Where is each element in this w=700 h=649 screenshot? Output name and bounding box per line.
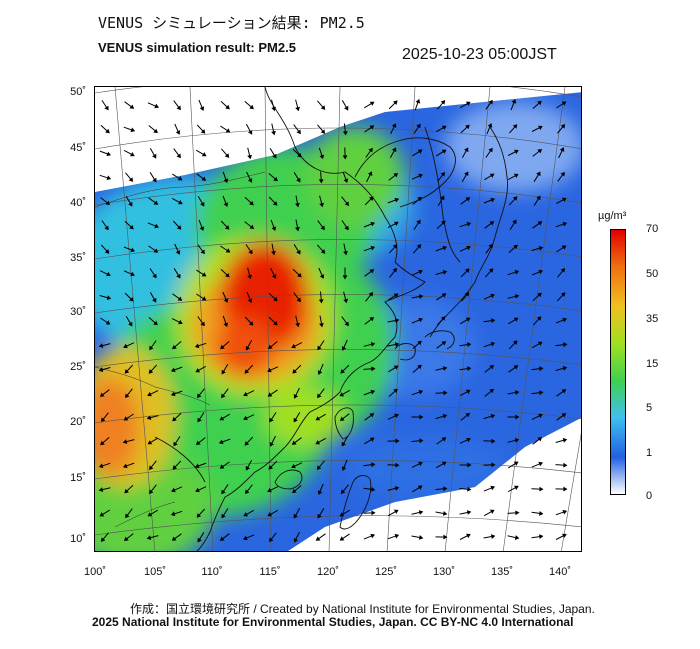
graticule <box>95 87 581 551</box>
lat-label: 10˚ <box>70 533 86 545</box>
lon-label: 125˚ <box>374 566 398 578</box>
lat-label: 25˚ <box>70 361 86 373</box>
borders <box>95 171 266 528</box>
lat-label: 20˚ <box>70 416 86 428</box>
colorbar-tick-label: 0 <box>646 490 653 502</box>
timestamp: 2025-10-23 05:00JST <box>402 46 557 63</box>
lat-label: 45˚ <box>70 142 86 154</box>
wind-arrow-icon <box>98 98 568 543</box>
lat-label: 35˚ <box>70 252 86 264</box>
lon-label: 115˚ <box>259 566 281 578</box>
credit-english: 2025 National Institute for Environmenta… <box>92 615 574 629</box>
lon-label: 110˚ <box>201 566 223 578</box>
colorbar-unit: µg/m³ <box>598 210 627 222</box>
lon-label: 120˚ <box>316 566 340 578</box>
lon-label: 130˚ <box>432 566 456 578</box>
colorbar-tick-label: 15 <box>646 358 659 370</box>
lon-label: 105˚ <box>143 566 167 578</box>
title-japanese: VENUS シミュレーション結果: PM2.5 <box>98 14 365 32</box>
colorbar-tick-label: 1 <box>646 447 653 459</box>
title-english: VENUS simulation result: PM2.5 <box>98 40 296 55</box>
colorbar-tick-label: 70 <box>646 223 659 235</box>
lat-label: 40˚ <box>70 197 86 209</box>
lat-label: 15˚ <box>70 472 86 484</box>
lon-label: 140˚ <box>548 566 572 578</box>
colorbar-tick-label: 35 <box>646 313 659 325</box>
colorbar <box>610 229 626 495</box>
pm25-map <box>95 87 581 551</box>
lat-label: 30˚ <box>70 306 86 318</box>
colorbar-tick-label: 5 <box>646 402 653 414</box>
lon-label: 100˚ <box>83 566 107 578</box>
lon-label: 135˚ <box>490 566 514 578</box>
map-panel <box>94 86 582 552</box>
credit-japanese: 作成：国立環境研究所 / Created by National Institu… <box>130 602 595 616</box>
lat-label: 50˚ <box>70 86 86 98</box>
colorbar-tick-label: 50 <box>646 268 659 280</box>
